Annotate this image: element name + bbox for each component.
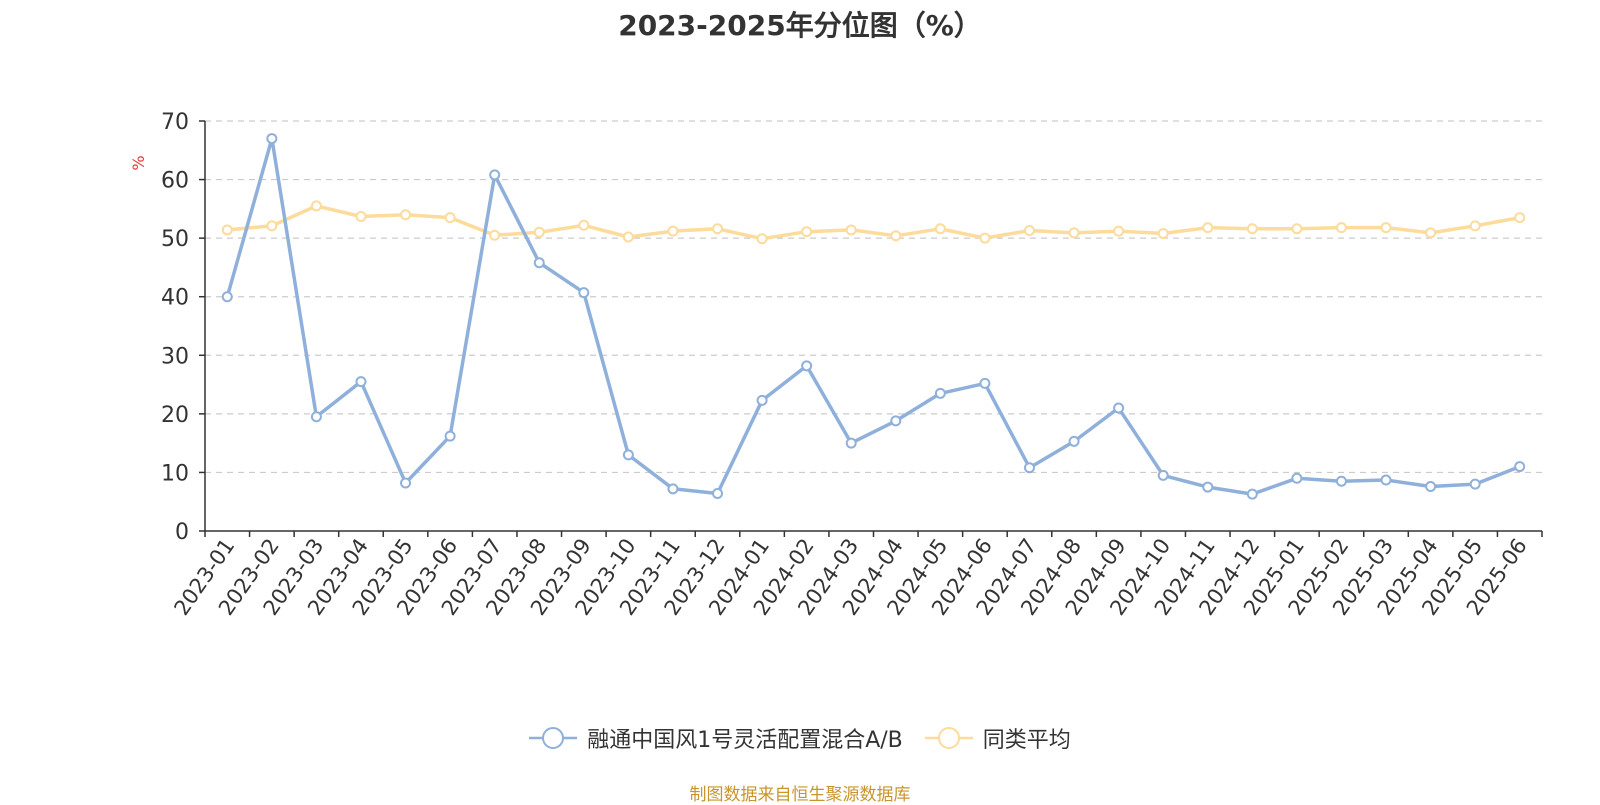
- data-point: [756, 394, 768, 406]
- data-point: [801, 226, 813, 238]
- data-point: [355, 376, 367, 388]
- data-point: [1023, 225, 1035, 237]
- data-point: [266, 133, 278, 145]
- data-point: [712, 488, 724, 500]
- data-point: [1023, 462, 1035, 474]
- data-point: [1425, 480, 1437, 492]
- y-tick-label: 70: [161, 110, 189, 135]
- data-point: [622, 231, 634, 243]
- data-point: [934, 387, 946, 399]
- data-point: [1291, 223, 1303, 235]
- data-point: [1380, 474, 1392, 486]
- y-tick-label: 30: [161, 344, 189, 369]
- series-1: [221, 200, 1526, 245]
- chart-title: 2023-2025年分位图（%）: [618, 9, 982, 42]
- series-line: [225, 136, 1521, 496]
- data-point: [578, 287, 590, 299]
- source-note: 制图数据来自恒生聚源数据库: [689, 785, 911, 805]
- data-point: [578, 219, 590, 231]
- data-point: [221, 291, 233, 303]
- series-line: [227, 204, 1521, 241]
- data-point: [1425, 227, 1437, 239]
- data-point: [400, 209, 412, 221]
- data-point: [1469, 220, 1481, 232]
- data-point: [1246, 488, 1258, 500]
- data-point: [533, 257, 545, 269]
- data-point: [1469, 478, 1481, 490]
- data-point: [1202, 481, 1214, 493]
- series-0: [221, 133, 1526, 500]
- data-point: [801, 360, 813, 372]
- y-tick-label: 50: [161, 227, 189, 252]
- data-point: [1157, 469, 1169, 481]
- data-point: [934, 223, 946, 235]
- data-point: [979, 377, 991, 389]
- data-point: [1202, 222, 1214, 234]
- y-axis-unit-label: %: [129, 155, 148, 170]
- data-point: [845, 224, 857, 236]
- data-point: [1514, 212, 1526, 224]
- data-point: [533, 226, 545, 238]
- legend-swatch-category-average: [924, 727, 973, 749]
- data-point: [310, 200, 322, 212]
- data-point: [310, 411, 322, 423]
- legend-swatch-marker: [542, 727, 565, 749]
- legend-item-fund[interactable]: 融通中国风1号灵活配置混合A/B: [529, 722, 903, 754]
- data-point: [756, 233, 768, 245]
- data-point: [890, 230, 902, 242]
- data-point: [622, 449, 634, 461]
- y-tick-label: 40: [161, 286, 189, 311]
- data-point: [1291, 472, 1303, 484]
- legend-swatch-marker: [937, 727, 960, 749]
- data-point: [1157, 227, 1169, 239]
- data-point: [979, 232, 991, 244]
- series-lines: [221, 133, 1526, 500]
- data-point: [221, 224, 233, 236]
- data-point: [667, 483, 679, 495]
- data-point: [890, 415, 902, 427]
- data-point: [1335, 475, 1347, 487]
- data-point: [1380, 222, 1392, 234]
- legend-label-fund: 融通中国风1号灵活配置混合A/B: [587, 728, 903, 753]
- data-point: [845, 437, 857, 449]
- data-point: [355, 210, 367, 222]
- legend-swatch-fund: [529, 727, 578, 749]
- data-point: [444, 212, 456, 224]
- data-point: [489, 229, 501, 241]
- data-point: [400, 477, 412, 489]
- data-point: [1335, 222, 1347, 234]
- data-point: [667, 225, 679, 237]
- grid-lines: [205, 120, 1542, 474]
- data-point: [1068, 227, 1080, 239]
- data-point: [1068, 435, 1080, 447]
- legend-item-category-average[interactable]: 同类平均: [924, 722, 1071, 754]
- legend-label-category-average: 同类平均: [982, 728, 1071, 753]
- data-point: [1246, 223, 1258, 235]
- data-point: [1514, 461, 1526, 473]
- y-tick-label: 20: [161, 403, 189, 428]
- data-point: [444, 430, 456, 442]
- data-point: [489, 169, 501, 181]
- legend: 融通中国风1号灵活配置混合A/B 同类平均: [0, 722, 1600, 754]
- y-tick-label: 60: [161, 169, 189, 194]
- y-tick-label: 10: [161, 461, 189, 486]
- axes: 0102030405060702023-012023-022023-032023…: [161, 110, 1543, 620]
- y-tick-label: 0: [175, 520, 189, 545]
- data-point: [1113, 225, 1125, 237]
- data-point: [266, 220, 278, 232]
- data-point: [712, 223, 724, 235]
- data-point: [1113, 402, 1125, 414]
